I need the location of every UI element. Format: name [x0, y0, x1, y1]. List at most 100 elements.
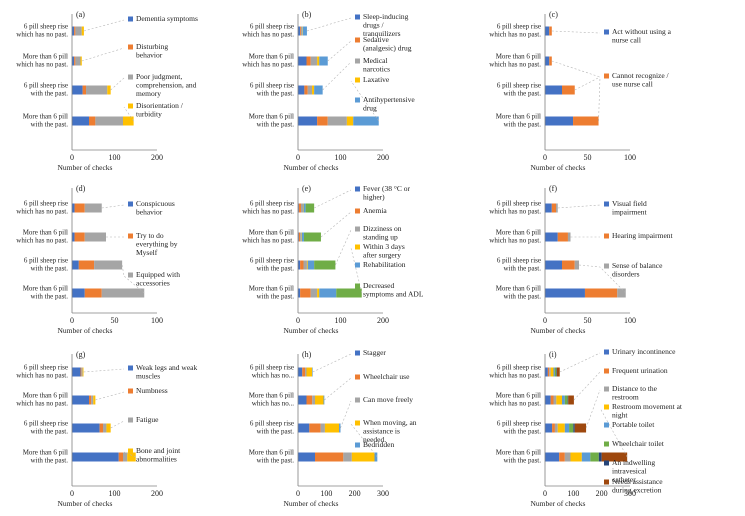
panel-label: (d)	[76, 184, 86, 193]
bar-segment	[107, 85, 111, 95]
x-axis-label: Number of checks	[284, 499, 339, 508]
bar-segment	[72, 232, 75, 242]
bar-segment	[298, 232, 301, 242]
category-label: More than 6 pill which has no past.	[242, 53, 294, 69]
bar-segment	[336, 288, 362, 298]
bar-segment	[103, 423, 107, 433]
category-label: More than 6 pill which has no past.	[16, 229, 68, 245]
legend-entry: Disturbing behavior	[136, 42, 168, 60]
x-tick-label: 300	[624, 489, 636, 498]
bar-segment	[300, 26, 301, 36]
bar-segment	[320, 423, 325, 433]
x-tick-label: 100	[624, 153, 636, 162]
category-label: 6 pill sheep rise which has no past.	[16, 200, 68, 216]
bar-segment	[298, 260, 301, 270]
legend-entry: Disorientation / turbidity	[136, 101, 184, 119]
bar-segment	[101, 288, 145, 298]
x-tick-label: 100	[567, 489, 579, 498]
bar-segment	[307, 260, 315, 270]
bar-segment	[317, 116, 328, 126]
chart-panel-6: (f) 6 pill sheep rise which has no past. Mo…	[489, 184, 673, 335]
x-axis-label: Number of checks	[284, 163, 339, 172]
chart-panel-3: (c) 6 pill sheep rise which has no past. Mo…	[489, 10, 671, 172]
connector-line	[335, 229, 352, 266]
legend-entry: Antihypertensive drug	[363, 95, 415, 113]
connector-line	[83, 19, 125, 32]
connector-line	[306, 17, 352, 32]
connector-line	[312, 353, 352, 373]
category-label: 6 pill sheep rise which has no past.	[242, 200, 294, 216]
bar-segment	[324, 423, 340, 433]
connector-line	[123, 106, 134, 122]
legend-entry: Sedative (analgesic) drug	[363, 35, 412, 53]
bar-segment	[545, 288, 585, 298]
bar-segment	[551, 203, 557, 213]
connector-line	[83, 368, 125, 373]
bar-segment	[302, 26, 307, 36]
category-label: More than 6 pill with the past.	[23, 449, 69, 465]
bar-segment	[306, 367, 313, 377]
panel-label: (h)	[302, 350, 312, 359]
legend-entry: Sense of balance disorders	[612, 261, 663, 279]
bar-segment	[312, 395, 315, 405]
bar-segment	[545, 203, 552, 213]
legend-swatch	[355, 350, 360, 356]
category-label: More than 6 pill with the past.	[249, 449, 295, 465]
x-tick-label: 0	[543, 489, 547, 498]
bar-segment	[568, 395, 574, 405]
bar-segment	[303, 203, 306, 213]
bar-segment	[545, 85, 562, 95]
bar-segment	[545, 56, 550, 66]
bar-segment	[545, 116, 574, 126]
bar-segment	[553, 395, 557, 405]
bar-segment	[556, 395, 562, 405]
connector-line	[123, 275, 145, 294]
legend-swatch	[604, 386, 609, 392]
bar-segment	[94, 260, 123, 270]
bar-segment	[549, 26, 552, 36]
legend-swatch	[128, 74, 133, 80]
bar-segment	[82, 85, 87, 95]
bar-segment	[123, 452, 128, 462]
bar-segment	[298, 395, 307, 405]
x-tick-label: 100	[109, 153, 121, 162]
connector-line	[81, 47, 125, 62]
bar-segment	[89, 116, 96, 126]
legend-swatch	[355, 262, 360, 268]
bar-segment	[81, 26, 84, 36]
bar-segment	[95, 116, 123, 126]
legend-swatch	[128, 44, 133, 50]
x-axis-label: Number of checks	[531, 326, 586, 335]
legend-swatch	[604, 368, 609, 374]
legend-swatch	[128, 103, 133, 109]
bar-segment	[123, 116, 134, 126]
legend-swatch	[355, 442, 360, 448]
bar-segment	[306, 56, 311, 66]
category-label: 6 pill sheep rise which has no past.	[489, 23, 541, 39]
x-tick-label: 0	[70, 489, 74, 498]
x-tick-label: 200	[151, 153, 163, 162]
legend-swatch	[604, 460, 609, 466]
bar-segment	[72, 56, 75, 66]
x-tick-label: 200	[596, 489, 608, 498]
bar-segment	[298, 203, 301, 213]
bar-segment	[567, 232, 571, 242]
legend-entry: Fever (38 °C or higher)	[363, 184, 410, 202]
x-tick-label: 0	[70, 153, 74, 162]
bar-segment	[564, 423, 570, 433]
panel-label: (f)	[549, 184, 557, 193]
bar-segment	[545, 232, 558, 242]
bar-segment	[547, 367, 550, 377]
bar-segment	[598, 452, 602, 462]
legend-swatch	[604, 422, 609, 428]
chart-panel-5: (e) 6 pill sheep rise which has no past. Mo…	[242, 184, 424, 335]
panel-label: (g)	[76, 350, 86, 359]
chart-panel-1: (a) 6 pill sheep rise which has no past. Mo…	[16, 10, 198, 172]
bar-segment	[306, 260, 308, 270]
legend-swatch	[355, 420, 360, 426]
connector-line	[350, 423, 378, 458]
category-label: More than 6 pill with the past.	[23, 113, 69, 129]
legend-entry: Sleep-inducing drugs / tranquilizers	[363, 12, 409, 38]
bar-segment	[327, 116, 347, 126]
